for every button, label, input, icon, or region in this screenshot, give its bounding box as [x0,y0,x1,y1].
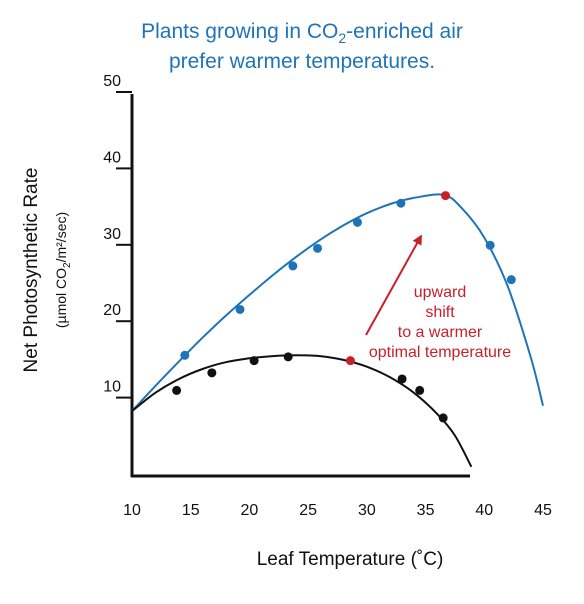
data-point [207,368,217,378]
data-point [397,374,407,384]
annotation-line-4: optimal temperature [369,344,511,361]
data-point [485,240,495,250]
y-tick-label: 30 [103,226,121,243]
y-tick-label: 50 [103,73,121,90]
y-tick-label: 20 [103,302,121,319]
annotation-line-1: upward [414,284,466,301]
units-subscript: 2 [62,262,73,268]
x-ticks: 10 15 20 25 30 35 40 45 [123,502,552,519]
series-curve-enriched [131,193,544,412]
data-point [396,198,406,208]
annotation-line-3: to a warmer [398,324,483,341]
y-axis-label: Net Photosynthetic Rate [21,168,42,373]
x-tick-label: 35 [417,502,435,519]
x-tick-label: 45 [534,502,552,519]
x-tick-label: 20 [241,502,259,519]
series-curve-ambient [131,354,473,468]
data-point [288,261,298,271]
data-point [283,352,293,362]
y-tick-label: 40 [103,149,121,166]
optimum-point [441,191,451,201]
series-points-enriched [180,191,516,360]
x-tick-label: 10 [123,502,141,519]
data-point [249,356,259,366]
data-point [172,385,182,395]
y-ticks: 10 20 30 40 50 [103,73,132,399]
shift-arrow [365,234,422,336]
x-tick-label: 40 [475,502,493,519]
title-subscript: 2 [338,30,346,46]
data-point [506,275,516,285]
annotation-line-2: shift [425,304,455,321]
optimum-point [345,356,355,366]
data-point [438,413,448,423]
chart-title-line-2: prefer warmer temperatures. [169,50,435,73]
data-point [313,243,323,253]
annotation-text: upward shift to a warmer optimal tempera… [369,284,511,361]
data-point [180,350,190,360]
series-points-ambient [172,352,448,423]
chart-title-line-1: Plants growing in CO2-enriched air [141,20,463,46]
data-point [235,304,245,314]
x-tick-label: 15 [182,502,200,519]
data-point [415,385,425,395]
y-tick-label: 10 [103,379,121,396]
x-tick-label: 25 [299,502,317,519]
data-point [352,217,362,227]
y-axis-units: (µmol CO2/m²/sec) [53,212,73,328]
x-axis-label: Leaf Temperature (˚C) [257,549,444,570]
x-tick-label: 30 [358,502,376,519]
